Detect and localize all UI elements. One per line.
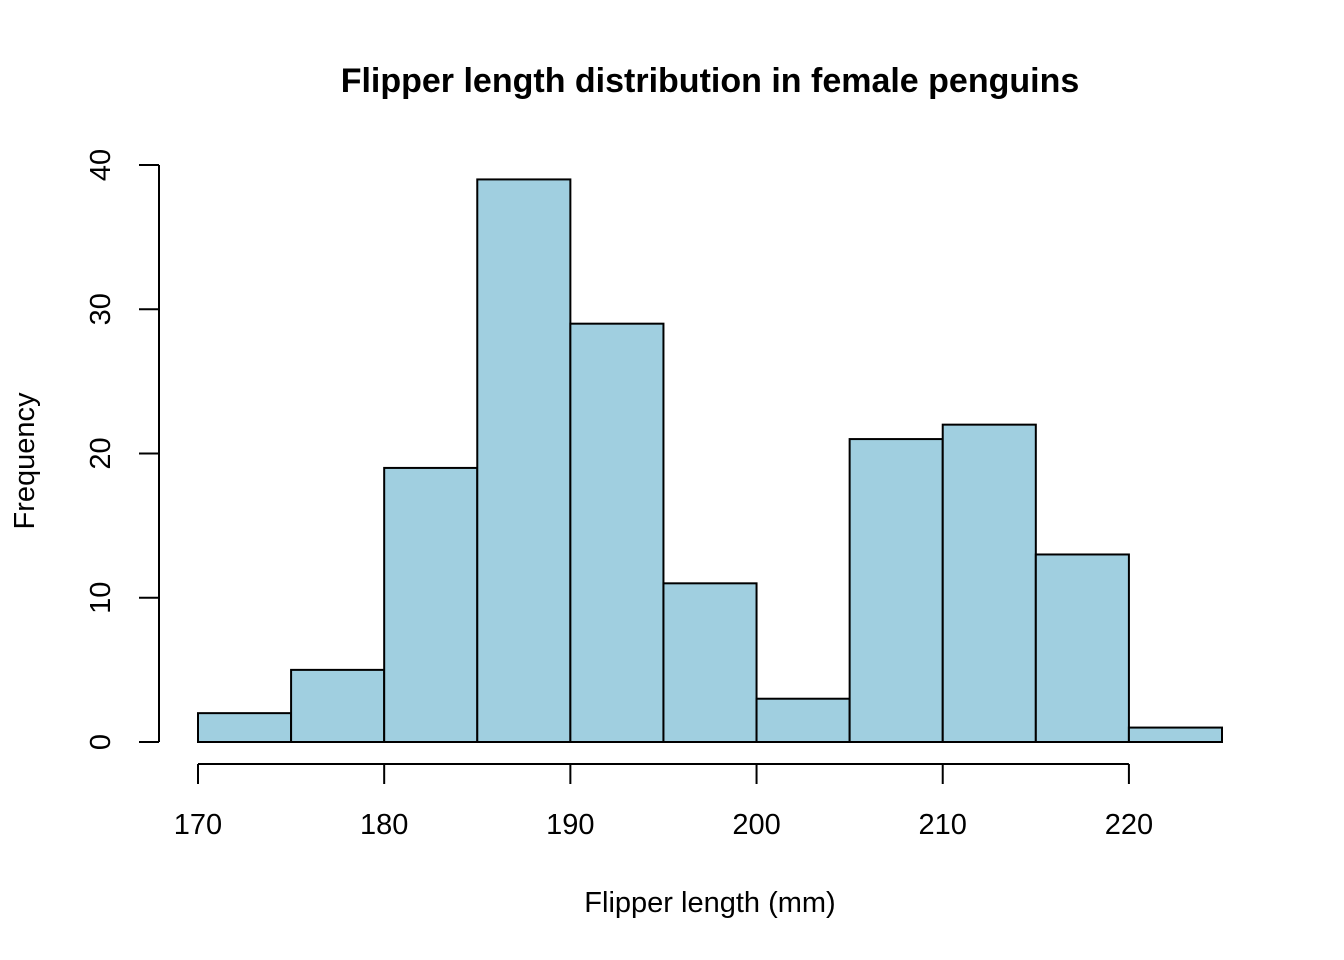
- histogram-bar: [1127, 726, 1223, 744]
- bars-group: [197, 178, 1223, 744]
- y-tick-label: 40: [85, 149, 117, 181]
- x-tick-label: 170: [174, 809, 222, 841]
- histogram-bar: [662, 582, 758, 744]
- histogram-bar: [569, 322, 665, 743]
- x-tick-label: 210: [919, 809, 967, 841]
- y-axis-label: Frequency: [9, 392, 41, 530]
- chart-title: Flipper length distribution in female pe…: [341, 62, 1080, 100]
- y-tick-label: 20: [85, 437, 117, 469]
- x-tick-label: 200: [732, 809, 780, 841]
- y-tick-label: 0: [85, 734, 117, 750]
- y-tick-label: 10: [85, 582, 117, 614]
- histogram-bar: [476, 178, 572, 744]
- y-axis: 0 10 20 30 40: [85, 149, 160, 750]
- x-tick-label: 220: [1105, 809, 1153, 841]
- x-tick-label: 180: [360, 809, 408, 841]
- histogram-bar: [197, 712, 293, 744]
- histogram-bar: [383, 466, 479, 743]
- x-axis-label: Flipper length (mm): [584, 887, 835, 919]
- histogram-bar: [755, 697, 851, 743]
- histogram-bar: [1034, 553, 1130, 743]
- histogram-bar: [848, 438, 944, 743]
- x-tick-label: 190: [546, 809, 594, 841]
- x-axis: 170 180 190 200 210 220: [174, 763, 1153, 841]
- histogram-bar: [290, 668, 386, 743]
- histogram-bar: [941, 423, 1037, 743]
- y-tick-label: 30: [85, 293, 117, 325]
